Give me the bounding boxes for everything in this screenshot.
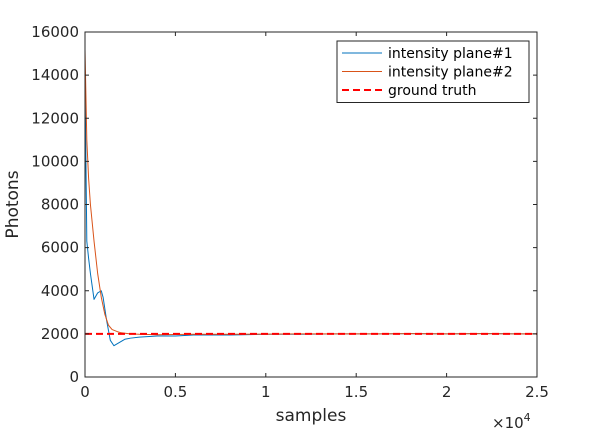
x-multiplier-exponent: 4 (524, 411, 531, 424)
y-tick-label: 4000 (41, 282, 79, 300)
ticks-layer: 0 0.5 1 1.5 2 2.5 0 2000 4000 6000 8000 10000 12000 1… (31, 23, 549, 401)
legend-entry-2: intensity plane#2 (388, 65, 513, 81)
legend: intensity plane#1 intensity plane#2 ground… (336, 40, 530, 103)
x-tick-label: 2 (442, 383, 452, 401)
x-tick-label: 1 (261, 383, 271, 401)
x-tick-label: 2.5 (525, 383, 549, 401)
y-tick-label: 0 (69, 368, 79, 386)
x-tick-label: 0 (80, 383, 90, 401)
x-tick-label: 0.5 (163, 383, 187, 401)
y-tick-label: 14000 (31, 66, 79, 84)
legend-entry-3: ground truth (388, 83, 476, 99)
x-tick-label: 1.5 (344, 383, 368, 401)
x-multiplier-base: ×10 (492, 414, 524, 430)
y-tick-label: 10000 (31, 152, 79, 170)
y-axis-label: Photons (3, 170, 23, 238)
series-layer (84, 49, 537, 347)
y-tick-label: 8000 (41, 196, 79, 214)
legend-entry-1: intensity plane#1 (388, 46, 513, 62)
x-axis-label: samples (276, 406, 347, 426)
x-axis-multiplier: ×104 (492, 411, 531, 430)
y-tick-label: 16000 (31, 23, 79, 41)
y-tick-label: 6000 (41, 239, 79, 257)
y-tick-label: 12000 (31, 109, 79, 127)
y-tick-label: 2000 (41, 325, 79, 343)
